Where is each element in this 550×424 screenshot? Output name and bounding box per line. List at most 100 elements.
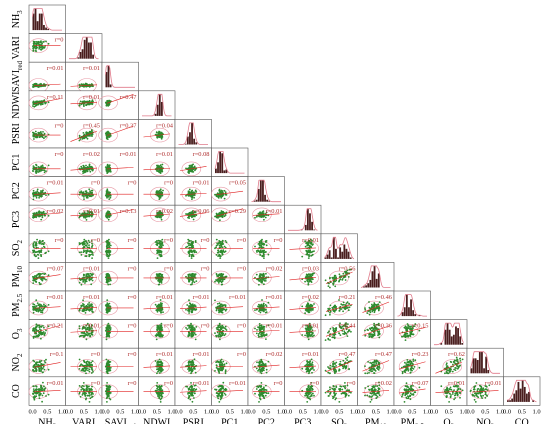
scatter-point [308, 311, 311, 314]
scatter-point [160, 322, 163, 325]
scatter-point [78, 216, 81, 219]
scatter-point [40, 333, 43, 336]
hist-bar [257, 188, 260, 202]
fit-line [33, 83, 61, 86]
scatter-point [33, 330, 36, 332]
scatter-point [364, 334, 367, 337]
correlation-label: r=0.01 [83, 323, 100, 330]
scatter-point [32, 170, 34, 173]
scatter-point [192, 241, 195, 244]
scatter-point [157, 242, 160, 245]
scatter-point [36, 136, 39, 139]
scatter-point [158, 240, 161, 242]
scatter-point [42, 240, 44, 242]
scatter-point [32, 311, 35, 314]
scatter-point [262, 302, 265, 305]
scatter-point [309, 251, 311, 254]
scatter-point [40, 166, 43, 169]
scatter-panel-PC2-vs-PSRI: r=0.01 [174, 176, 212, 206]
scatter-point [80, 251, 83, 254]
scatter-point [40, 337, 42, 340]
hist-bar [43, 25, 45, 31]
scatter-point [88, 215, 91, 218]
scatter-point [32, 309, 35, 311]
scatter-point [32, 86, 35, 88]
scatter-point [190, 242, 193, 245]
scatter-point [186, 328, 189, 330]
hist-bar [266, 199, 269, 202]
scatter-point [221, 240, 224, 243]
scatter-point [259, 249, 262, 252]
scatter-point [188, 312, 191, 314]
scatter-point [86, 332, 89, 334]
scatter-point [43, 273, 46, 275]
scatter-point [39, 283, 41, 286]
scatter-point [82, 303, 84, 305]
scatter-point [418, 329, 421, 332]
scatter-point [191, 308, 193, 311]
scatter-panel-O3-vs-PC1: r=0 [211, 319, 249, 349]
scatter-point [40, 190, 42, 192]
scatter-panel-SO2-vs-PC2: r=0 [247, 233, 285, 263]
scatter-point [350, 330, 352, 333]
scatter-point [40, 326, 43, 328]
scatter-point [159, 250, 162, 252]
scatter-panel-SO2-vs-NH3: r=0 [28, 233, 66, 263]
hist-bar [219, 151, 222, 174]
scatter-point [82, 132, 85, 134]
scatter-point [45, 40, 47, 43]
scatter-point [108, 308, 111, 311]
scatter-point [156, 249, 159, 252]
scatter-point [161, 163, 164, 166]
scatter-point [158, 198, 161, 201]
scatter-point [79, 100, 82, 103]
correlation-label: r=0.01 [120, 151, 137, 158]
scatter-point [261, 305, 264, 308]
scatter-point [108, 216, 111, 219]
hist-bar [373, 265, 376, 288]
scatter-point [41, 309, 43, 312]
scatter-point [90, 189, 93, 192]
scatter-point [305, 273, 308, 276]
scatter-point [338, 310, 341, 312]
scatter-point [106, 164, 109, 167]
hist-bar [369, 279, 372, 288]
scatter-point [369, 311, 372, 314]
scatter-point [159, 196, 162, 199]
scatter-point [158, 215, 160, 217]
hist-bar [38, 13, 41, 31]
scatter-point [374, 308, 376, 311]
scatter-point [45, 194, 47, 197]
scatter-point [332, 328, 335, 330]
scatter-point [107, 326, 110, 329]
scatter-point [263, 283, 265, 286]
scatter-point [378, 336, 381, 339]
correlation-label: r=0.13 [120, 208, 137, 215]
scatter-point [190, 311, 193, 314]
scatter-point [89, 272, 92, 275]
scatter-panel-PC2-vs-NDWI: r=0 [138, 176, 176, 206]
scatter-point [188, 240, 191, 243]
scatter-point [256, 329, 258, 331]
scatter-point [107, 254, 110, 257]
scatter-point [158, 191, 160, 194]
scatter-point [263, 218, 265, 221]
hist-bar [36, 21, 39, 31]
scatter-point [83, 238, 86, 241]
hist-bar [365, 285, 368, 288]
correlation-label: r=0.01 [47, 65, 64, 72]
scatter-point [47, 274, 50, 277]
scatter-point [160, 275, 162, 277]
scatter-point [37, 304, 40, 307]
scatter-point [258, 215, 260, 218]
scatter-point [216, 192, 219, 195]
scatter-panel-PC2-vs-VARI: r=0 [65, 176, 103, 206]
scatter-point [45, 101, 47, 104]
correlation-label: r=0.08 [193, 151, 210, 158]
scatter-panel-O3-vs-VARI: r=0.01 [65, 319, 103, 349]
scatter-point [189, 302, 192, 305]
scatter-panel-PC3-vs-PC1: r=0.29 [211, 204, 249, 235]
scatter-point [223, 189, 226, 192]
scatter-point [86, 196, 89, 199]
scatter-point [83, 198, 85, 201]
